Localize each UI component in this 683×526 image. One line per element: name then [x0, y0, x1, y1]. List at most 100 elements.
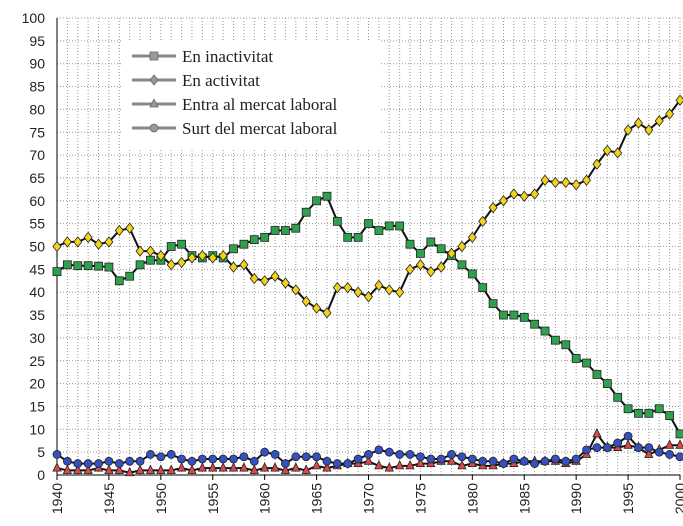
- marker: [602, 379, 612, 389]
- marker: [613, 392, 623, 402]
- marker: [83, 261, 93, 271]
- marker: [405, 239, 415, 249]
- marker: [405, 459, 415, 470]
- marker: [312, 196, 321, 206]
- marker: [322, 456, 332, 466]
- marker: [52, 240, 62, 253]
- marker: [644, 448, 654, 458]
- marker: [416, 452, 425, 462]
- marker: [551, 454, 560, 464]
- marker: [104, 464, 114, 474]
- marker: [426, 237, 436, 247]
- marker: [135, 464, 145, 474]
- marker: [239, 259, 249, 271]
- marker: [592, 443, 602, 452]
- marker: [332, 216, 342, 226]
- y-tick-label: 75: [29, 124, 45, 140]
- marker: [52, 450, 62, 459]
- marker: [675, 452, 683, 462]
- marker: [384, 462, 394, 472]
- marker: [664, 439, 675, 449]
- y-tick-label: 5: [37, 444, 45, 460]
- marker: [364, 219, 373, 229]
- marker: [488, 202, 498, 214]
- marker: [270, 450, 280, 459]
- marker: [384, 447, 394, 457]
- marker: [665, 411, 675, 420]
- marker: [582, 445, 591, 455]
- marker: [156, 464, 166, 474]
- marker: [62, 456, 72, 466]
- marker: [187, 252, 197, 264]
- marker: [218, 249, 228, 262]
- marker: [94, 459, 103, 468]
- marker: [582, 174, 592, 186]
- marker: [322, 307, 332, 319]
- marker: [94, 238, 104, 250]
- marker: [312, 452, 321, 462]
- marker: [602, 443, 612, 452]
- marker: [270, 270, 280, 282]
- marker: [353, 232, 363, 242]
- marker: [135, 260, 145, 270]
- marker: [94, 261, 103, 271]
- y-tick-label: 40: [29, 284, 45, 300]
- marker: [551, 335, 560, 345]
- x-tick-label: 1965: [309, 483, 325, 514]
- legend-label: Surt del mercat laboral: [182, 119, 338, 138]
- marker: [291, 223, 301, 233]
- marker: [125, 222, 135, 234]
- legend-box: [122, 40, 380, 148]
- marker: [654, 115, 664, 127]
- marker: [135, 456, 145, 466]
- marker: [540, 456, 550, 466]
- marker: [654, 404, 664, 414]
- marker: [322, 462, 332, 472]
- marker: [280, 277, 290, 289]
- marker: [446, 455, 457, 465]
- marker: [177, 239, 187, 249]
- marker: [187, 456, 197, 466]
- marker: [146, 255, 155, 265]
- marker: [623, 124, 633, 136]
- marker: [114, 459, 124, 468]
- marker: [509, 310, 519, 320]
- marker: [395, 286, 405, 298]
- marker: [343, 281, 353, 294]
- marker: [197, 454, 207, 464]
- x-tick-label: 1955: [205, 483, 221, 514]
- marker: [166, 242, 176, 251]
- y-tick-label: 70: [29, 147, 45, 163]
- y-tick-label: 95: [29, 33, 45, 49]
- marker: [312, 302, 322, 314]
- marker: [281, 226, 290, 235]
- x-tick-label: 1980: [464, 483, 480, 514]
- marker: [208, 462, 218, 472]
- y-tick-label: 90: [29, 56, 45, 72]
- y-tick-label: 60: [29, 193, 45, 209]
- marker: [623, 439, 633, 449]
- x-tick-label: 1970: [361, 483, 377, 514]
- marker: [436, 261, 446, 273]
- marker: [197, 462, 208, 472]
- y-tick-label: 20: [29, 376, 45, 392]
- marker: [149, 74, 159, 86]
- marker: [665, 108, 675, 120]
- marker: [582, 358, 591, 368]
- marker: [363, 455, 374, 465]
- marker: [374, 459, 384, 470]
- marker: [488, 299, 498, 309]
- marker: [675, 439, 683, 449]
- marker: [260, 275, 270, 287]
- y-tick-label: 50: [29, 239, 45, 255]
- marker: [249, 456, 259, 466]
- marker: [291, 284, 301, 296]
- marker: [249, 235, 259, 245]
- marker: [249, 464, 259, 474]
- marker: [229, 244, 238, 254]
- marker: [280, 464, 291, 474]
- x-tick-label: 1975: [412, 483, 428, 514]
- marker: [343, 232, 353, 242]
- marker: [530, 188, 540, 200]
